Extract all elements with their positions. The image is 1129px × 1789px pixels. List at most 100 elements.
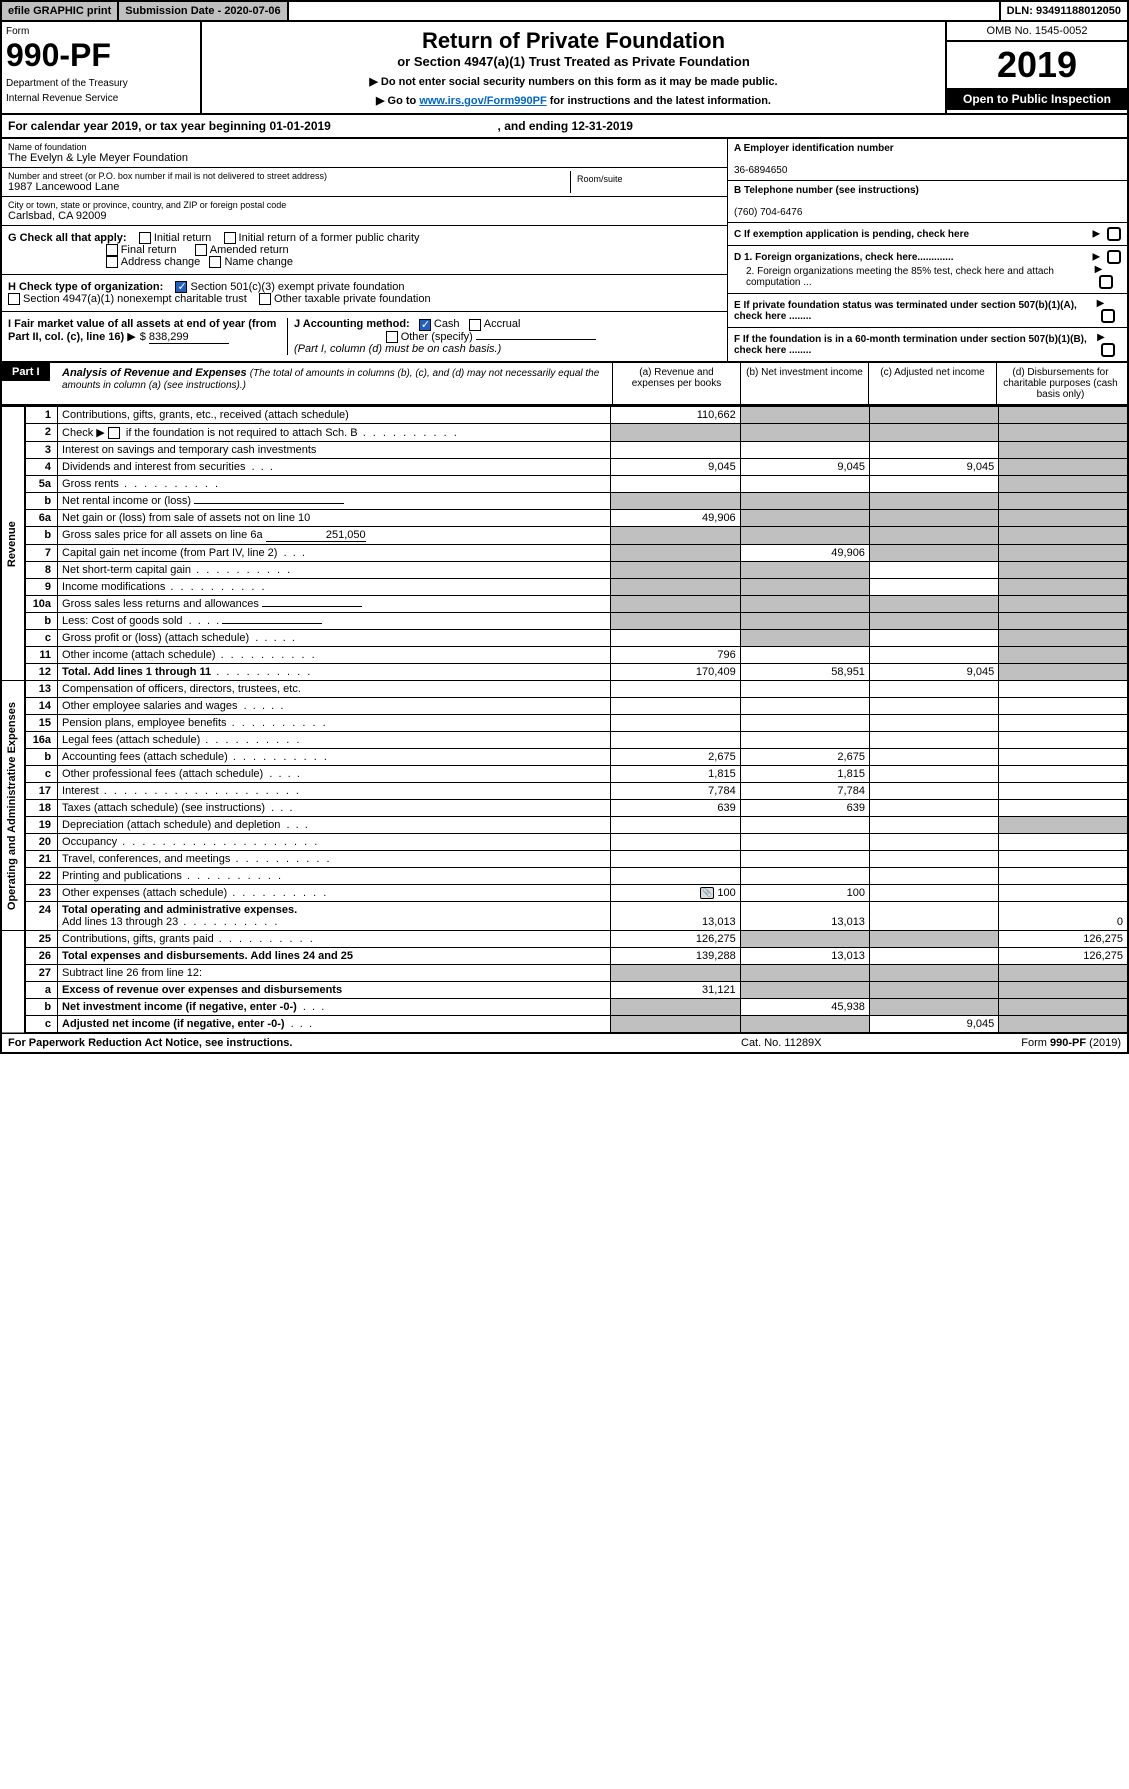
row-desc: Net investment income (if negative, ente… bbox=[58, 999, 611, 1016]
checkbox-amended[interactable] bbox=[195, 244, 207, 256]
checkbox-f[interactable] bbox=[1101, 343, 1115, 357]
val-b bbox=[740, 596, 869, 613]
val-c bbox=[869, 885, 998, 902]
val-d bbox=[999, 749, 1128, 766]
val-a bbox=[611, 562, 740, 579]
part1-table: Revenue 1Contributions, gifts, grants, e… bbox=[0, 406, 1129, 1034]
val-c bbox=[869, 834, 998, 851]
r16b-d: Accounting fees (attach schedule) bbox=[62, 751, 228, 763]
link-note: ▶ Go to www.irs.gov/Form990PF for instru… bbox=[208, 94, 939, 107]
row-num: c bbox=[25, 630, 57, 647]
row-num: 24 bbox=[25, 902, 57, 931]
val-d bbox=[999, 766, 1128, 783]
table-row: 19Depreciation (attach schedule) and dep… bbox=[1, 817, 1128, 834]
col-b-header: (b) Net investment income bbox=[740, 363, 868, 404]
val-c bbox=[869, 732, 998, 749]
r22-d: Printing and publications bbox=[62, 870, 182, 882]
row-num: 17 bbox=[25, 783, 57, 800]
row-desc: Printing and publications bbox=[58, 868, 611, 885]
val-d bbox=[999, 715, 1128, 732]
address-row: Number and street (or P.O. box number if… bbox=[2, 168, 727, 197]
revenue-side-label: Revenue bbox=[1, 407, 25, 681]
f-label: F If the foundation is in a 60-month ter… bbox=[734, 334, 1087, 356]
city-state-zip: Carlsbad, CA 92009 bbox=[8, 210, 721, 222]
irs-link[interactable]: www.irs.gov/Form990PF bbox=[419, 95, 546, 107]
checkbox-initial-former[interactable] bbox=[224, 232, 236, 244]
form-subtitle: or Section 4947(a)(1) Trust Treated as P… bbox=[208, 54, 939, 69]
row-desc: Other professional fees (attach schedule… bbox=[58, 766, 611, 783]
val-d bbox=[999, 510, 1128, 527]
checkbox-other-taxable[interactable] bbox=[259, 293, 271, 305]
checkbox-501c3[interactable] bbox=[175, 281, 187, 293]
val-a: 49,906 bbox=[611, 510, 740, 527]
title-box: Return of Private Foundation or Section … bbox=[202, 22, 947, 113]
note-pre: ▶ Go to bbox=[376, 95, 419, 107]
table-row: 21Travel, conferences, and meetings bbox=[1, 851, 1128, 868]
attachment-icon[interactable]: 📎 bbox=[700, 887, 714, 899]
val-a bbox=[611, 732, 740, 749]
r9-d: Income modifications bbox=[62, 581, 165, 593]
table-row: 7Capital gain net income (from Part IV, … bbox=[1, 545, 1128, 562]
val-b bbox=[740, 527, 869, 545]
checkbox-final[interactable] bbox=[106, 244, 118, 256]
submission-date: Submission Date - 2020-07-06 bbox=[119, 2, 288, 20]
row-desc: Adjusted net income (if negative, enter … bbox=[58, 1016, 611, 1034]
table-row: 25Contributions, gifts, grants paid126,2… bbox=[1, 931, 1128, 948]
table-row: 4Dividends and interest from securities … bbox=[1, 459, 1128, 476]
val-c bbox=[869, 766, 998, 783]
checkbox-cash[interactable] bbox=[419, 319, 431, 331]
blank-side bbox=[1, 931, 25, 1034]
cal-begin: 01-01-2019 bbox=[269, 119, 330, 133]
val-b: 2,675 bbox=[740, 749, 869, 766]
checkbox-d1[interactable] bbox=[1107, 250, 1121, 264]
row-num: 27 bbox=[25, 965, 57, 982]
val-d bbox=[999, 493, 1128, 510]
val-a bbox=[611, 596, 740, 613]
val-b bbox=[740, 579, 869, 596]
val-b: 13,013 bbox=[740, 902, 869, 931]
row-num: 13 bbox=[25, 681, 57, 698]
j-accrual: Accrual bbox=[484, 318, 521, 330]
r6b-val: 251,050 bbox=[266, 529, 366, 542]
row-num: 14 bbox=[25, 698, 57, 715]
checkbox-name-change[interactable] bbox=[209, 256, 221, 268]
r6b-d: Gross sales price for all assets on line… bbox=[62, 529, 263, 541]
part1-left: Part I Analysis of Revenue and Expenses … bbox=[2, 363, 612, 404]
row-num: b bbox=[25, 999, 57, 1016]
section-d: D 1. Foreign organizations, check here..… bbox=[728, 246, 1127, 294]
year-box: OMB No. 1545-0052 2019 Open to Public In… bbox=[947, 22, 1127, 113]
val-c: 9,045 bbox=[869, 664, 998, 681]
row-desc: Contributions, gifts, grants paid bbox=[58, 931, 611, 948]
table-row: 16aLegal fees (attach schedule) bbox=[1, 732, 1128, 749]
ein-cell: A Employer identification number 36-6894… bbox=[728, 139, 1127, 181]
val-d bbox=[999, 476, 1128, 493]
foundation-name-cell: Name of foundation The Evelyn & Lyle Mey… bbox=[2, 139, 727, 168]
h-501c3: Section 501(c)(3) exempt private foundat… bbox=[190, 281, 404, 293]
dln-label: DLN: 93491188012050 bbox=[1001, 2, 1127, 20]
checkbox-4947[interactable] bbox=[8, 293, 20, 305]
val-d bbox=[999, 613, 1128, 630]
checkbox-address-change[interactable] bbox=[106, 256, 118, 268]
footer-right: Form 990-PF (2019) bbox=[941, 1037, 1121, 1049]
open-public: Open to Public Inspection bbox=[947, 88, 1127, 110]
table-row: 14Other employee salaries and wages . . … bbox=[1, 698, 1128, 715]
table-row: 27Subtract line 26 from line 12: bbox=[1, 965, 1128, 982]
checkbox-other-method[interactable] bbox=[386, 331, 398, 343]
val-c bbox=[869, 613, 998, 630]
checkbox-accrual[interactable] bbox=[469, 319, 481, 331]
val-b bbox=[740, 698, 869, 715]
val-d bbox=[999, 885, 1128, 902]
checkbox-initial[interactable] bbox=[139, 232, 151, 244]
row-num: 12 bbox=[25, 664, 57, 681]
row-desc: Other income (attach schedule) bbox=[58, 647, 611, 664]
table-row: bNet rental income or (loss) bbox=[1, 493, 1128, 510]
checkbox-d2[interactable] bbox=[1099, 275, 1113, 289]
table-row: Revenue 1Contributions, gifts, grants, e… bbox=[1, 407, 1128, 424]
table-row: cGross profit or (loss) (attach schedule… bbox=[1, 630, 1128, 647]
checkbox-sch-b[interactable] bbox=[108, 427, 120, 439]
checkbox-c[interactable] bbox=[1107, 227, 1121, 241]
checkbox-e[interactable] bbox=[1101, 309, 1115, 323]
val-b bbox=[740, 613, 869, 630]
d1-label: D 1. Foreign organizations, check here..… bbox=[734, 252, 954, 263]
val-b: 7,784 bbox=[740, 783, 869, 800]
